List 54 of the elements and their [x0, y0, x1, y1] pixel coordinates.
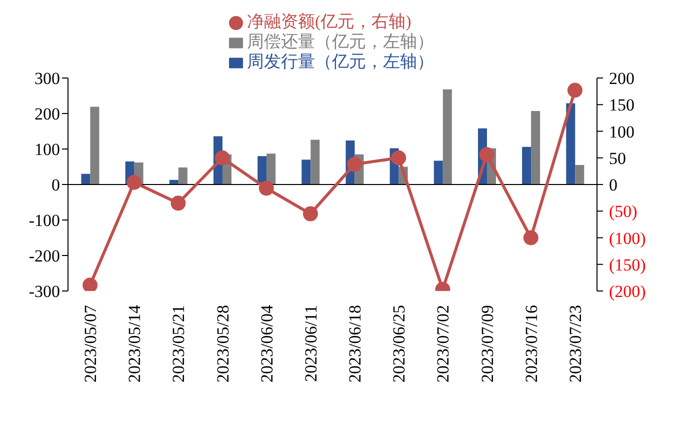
legend-label: 周偿还量（亿元，左轴）	[247, 32, 434, 51]
y2-tick-label: (100)	[609, 228, 646, 248]
y2-tick-label: 150	[609, 96, 634, 115]
bar	[178, 167, 188, 184]
point	[479, 147, 494, 162]
y2-tick-label: (150)	[609, 255, 646, 274]
y2-tick-label: (50)	[609, 202, 638, 222]
point	[523, 230, 538, 246]
y2-tick-label: 0	[609, 176, 618, 194]
bar	[310, 140, 320, 184]
point	[170, 196, 186, 211]
y2-tick-label: (200)	[609, 282, 646, 301]
bar	[434, 160, 443, 184]
point	[126, 174, 142, 190]
y2-tick-label: 100	[609, 122, 634, 142]
y-tick-label: 300	[34, 69, 60, 88]
legend-label: 净融资额(亿元，右轴)	[247, 12, 412, 31]
point	[347, 156, 362, 172]
bar	[442, 89, 452, 184]
bar	[302, 160, 311, 184]
x-tick-label: 2023/07/23	[566, 305, 585, 382]
x-tick-label: 2023/06/04	[257, 304, 276, 382]
y-tick-label: -100	[28, 211, 60, 230]
x-tick-label: 2023/05/21	[169, 305, 188, 382]
y-tick-label: 100	[34, 140, 60, 160]
x-tick-label: 2023/06/25	[390, 305, 409, 382]
x-tick-label: 2023/07/09	[478, 305, 497, 382]
point	[82, 278, 98, 291]
point	[302, 206, 318, 222]
point	[258, 180, 274, 196]
y2-tick-label: 50	[609, 148, 626, 168]
bar	[266, 154, 276, 184]
legend-label: 周发行量（亿元，左轴）	[247, 52, 434, 71]
bar	[575, 164, 584, 184]
y-tick-label: 200	[34, 104, 60, 124]
bar	[81, 174, 90, 184]
bar	[90, 106, 100, 184]
bar	[522, 146, 532, 184]
x-tick-label: 2023/05/28	[213, 305, 232, 382]
x-tick-label: 2023/05/14	[125, 304, 144, 382]
bar	[566, 103, 576, 184]
x-tick-label: 2023/06/18	[346, 305, 365, 382]
x-tick-label: 2023/07/16	[522, 305, 541, 382]
point	[214, 150, 230, 166]
y2-tick-label: 200	[609, 69, 634, 88]
bar	[531, 111, 540, 184]
point	[391, 150, 406, 166]
y-tick-label: -300	[28, 282, 60, 302]
x-tick-label: 2023/05/07	[81, 304, 100, 382]
y-tick-label: -200	[28, 246, 60, 266]
x-tick-label: 2023/07/02	[434, 305, 453, 382]
y-tick-label: 0	[52, 176, 60, 195]
point	[567, 82, 582, 98]
x-tick-label: 2023/06/11	[301, 305, 320, 382]
